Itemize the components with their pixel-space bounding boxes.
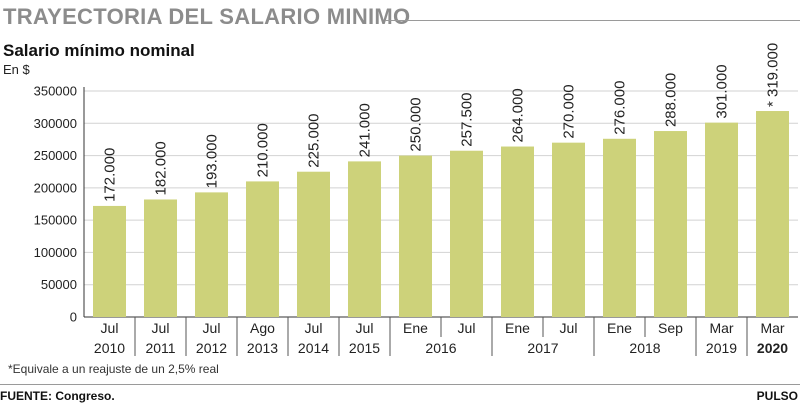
year-label: 2010 [94,340,125,356]
y-tick-label: 300000 [34,116,77,131]
year-label: 2018 [629,340,660,356]
value-label: * 319.000 [765,43,782,107]
year-label: 2016 [425,340,456,356]
month-label: Jul [101,320,119,336]
month-label: Mar [709,320,733,336]
value-label: 276.000 [612,81,629,135]
footer-rule [0,384,800,385]
month-label: Jul [152,320,170,336]
month-label: Ene [403,320,428,336]
header-rule [385,20,800,21]
y-tick-label: 150000 [34,213,77,228]
month-label: Ene [607,320,632,336]
month-label: Ene [505,320,530,336]
year-label: 2015 [349,340,380,356]
bar [399,155,432,317]
bar-chart: 0 50000 100000 150000 200000 250000 300000 3500… [34,43,798,356]
year-label: 2019 [706,340,737,356]
y-tick-label: 50000 [41,277,77,292]
month-label: Sep [658,320,683,336]
year-label: 2014 [298,340,329,356]
bar [756,111,789,317]
value-label: 257.500 [459,92,476,146]
y-tick-label: 200000 [34,180,77,195]
value-label: 241.000 [357,103,374,157]
value-label: 270.000 [561,84,578,138]
month-label: Mar [760,320,784,336]
unit-label: En $ [3,62,30,77]
bar [705,122,738,317]
month-label: Jul [356,320,374,336]
brand-label: PULSO [756,389,798,403]
bar [552,142,585,317]
year-label: 2011 [145,340,175,356]
footnote: *Equivale a un reajuste de un 2,5% real [8,362,219,376]
year-label: 2012 [196,340,227,356]
y-tick-label: 0 [70,310,77,325]
bar [348,161,381,317]
bar [450,150,483,317]
value-label: 172.000 [102,148,119,202]
value-label: 225.000 [306,113,323,167]
month-label: Jul [560,320,578,336]
bar [144,199,177,317]
value-label: 288.000 [663,73,680,127]
value-label: 264.000 [510,88,527,142]
bar [195,192,228,317]
bar [297,171,330,317]
month-label: Jul [203,320,221,336]
bar [246,181,279,317]
bar [654,131,687,317]
y-tick-label: 250000 [34,148,77,163]
value-label: 193.000 [204,134,221,188]
source-label: FUENTE: Congreso. [0,389,115,403]
chart-title: Salario mínimo nominal [3,41,195,60]
y-tick-label: 350000 [34,84,77,99]
month-label: Ago [250,320,275,336]
bar [93,205,126,317]
value-label: 182.000 [153,141,170,195]
value-label: 250.000 [408,97,425,151]
value-label: 210.000 [255,123,272,177]
month-label: Jul [305,320,323,336]
year-label: 2017 [527,340,558,356]
y-tick-label: 100000 [34,245,77,260]
bar [603,138,636,317]
year-label: 2020 [757,340,788,356]
headline: TRAYECTORIA DEL SALARIO MINIMO [3,4,411,29]
month-label: Jul [458,320,476,336]
bar [501,146,534,317]
year-label: 2013 [247,340,278,356]
value-label: 301.000 [714,64,731,118]
